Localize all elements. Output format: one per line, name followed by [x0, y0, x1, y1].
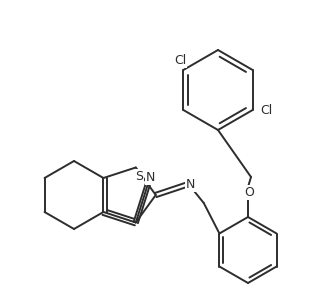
Text: Cl: Cl — [174, 53, 186, 67]
Text: Cl: Cl — [260, 103, 273, 117]
Text: N: N — [186, 178, 196, 190]
Text: N: N — [146, 171, 155, 184]
Text: O: O — [244, 185, 254, 199]
Text: S: S — [135, 170, 143, 183]
